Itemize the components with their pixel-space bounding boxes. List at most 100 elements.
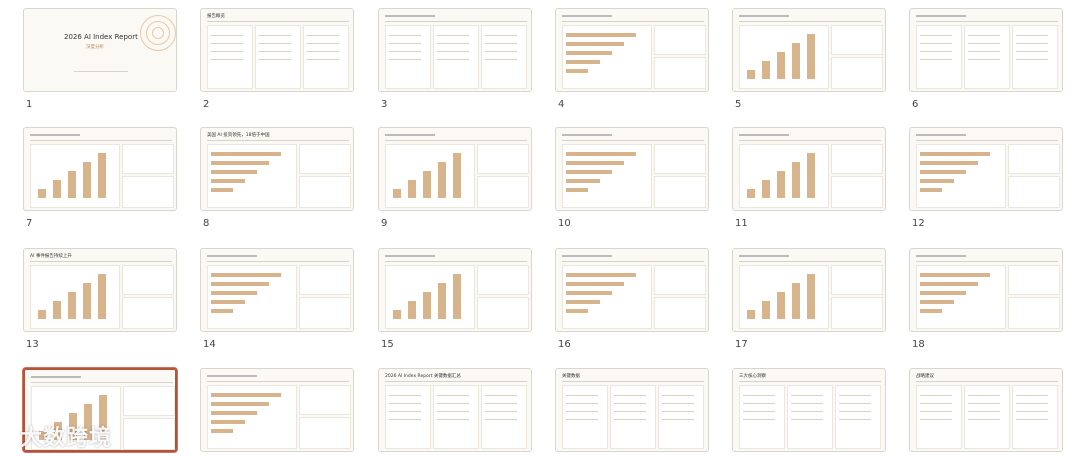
- text-line: [566, 419, 598, 420]
- deco-bar: [747, 70, 755, 79]
- slide-thumbnail[interactable]: [200, 368, 354, 452]
- text-line: [485, 51, 517, 52]
- stat-panel: [477, 297, 529, 329]
- slide-thumbnail[interactable]: [555, 248, 709, 332]
- text-line: [968, 395, 1000, 396]
- rule: [562, 381, 704, 382]
- deco-bar: [920, 161, 978, 165]
- deco-bar: [393, 310, 401, 319]
- slide-number: 3: [381, 99, 388, 110]
- slide-thumbnail[interactable]: [909, 248, 1063, 332]
- text-line: [920, 411, 952, 412]
- title-placeholder: [739, 15, 789, 17]
- rule: [916, 381, 1058, 382]
- text-line: [743, 419, 775, 420]
- text-line: [389, 43, 421, 44]
- slide-thumbnail[interactable]: [732, 8, 886, 92]
- slide-number: 7: [26, 218, 33, 229]
- slide-title: 三大核心洞察: [739, 374, 766, 379]
- deco-bar: [393, 189, 401, 198]
- slide-thumbnail[interactable]: 2026 AI Index Report 深度分析: [23, 8, 177, 92]
- slide-thumbnail[interactable]: [732, 248, 886, 332]
- deco-bar: [777, 292, 785, 319]
- text-line: [259, 59, 291, 60]
- title-placeholder: [916, 255, 966, 257]
- text-line: [437, 51, 469, 52]
- stat-panel: [299, 176, 351, 208]
- text-line: [211, 43, 243, 44]
- slide-thumbnail[interactable]: [200, 248, 354, 332]
- slide-thumbnail[interactable]: 报告概览: [200, 8, 354, 92]
- deco-bar: [84, 404, 92, 440]
- stat-panel: [654, 265, 706, 295]
- rule: [739, 261, 881, 262]
- stat-panel: [299, 417, 351, 449]
- slide-title: 报告概览: [207, 14, 225, 19]
- text-line: [566, 411, 598, 412]
- text-line: [485, 419, 517, 420]
- slide-thumbnail[interactable]: 2026 AI Index Report 关键数据汇总: [378, 368, 532, 452]
- stat-panel: [122, 144, 174, 174]
- deco-bar: [777, 52, 785, 79]
- slide-thumbnail[interactable]: [555, 8, 709, 92]
- deco-bar: [792, 162, 800, 198]
- text-line: [211, 35, 243, 36]
- deco-bar: [54, 422, 62, 440]
- slide-thumbnail[interactable]: [909, 8, 1063, 92]
- deco-bar: [211, 420, 245, 424]
- rule: [739, 140, 881, 141]
- text-line: [389, 411, 421, 412]
- text-line: [1016, 411, 1048, 412]
- slide-thumbnail[interactable]: 三大核心洞察: [732, 368, 886, 452]
- slide-thumbnail[interactable]: [732, 127, 886, 211]
- title-placeholder: [207, 255, 257, 257]
- slide-thumbnail[interactable]: 战略建议: [909, 368, 1063, 452]
- text-line: [743, 403, 775, 404]
- text-line: [485, 395, 517, 396]
- slide-thumbnail[interactable]: [23, 127, 177, 211]
- text-line: [437, 411, 469, 412]
- deco-bar: [762, 61, 770, 79]
- deco-bar: [566, 188, 588, 192]
- deco-bar: [920, 179, 954, 183]
- slide-thumbnail[interactable]: [378, 8, 532, 92]
- text-line: [662, 411, 694, 412]
- deco-bar: [777, 171, 785, 198]
- slide-title: 战略建议: [916, 374, 934, 379]
- rule: [30, 261, 172, 262]
- deco-bar: [211, 161, 269, 165]
- text-line: [920, 403, 952, 404]
- slide-thumbnail[interactable]: AI 事件报告持续上升: [23, 248, 177, 332]
- deco-bar: [211, 282, 269, 286]
- text-line: [614, 419, 646, 420]
- text-line: [1016, 59, 1048, 60]
- deco-bar: [566, 273, 636, 277]
- text-line: [968, 411, 1000, 412]
- slide-number: 8: [203, 218, 210, 229]
- slide-thumbnail[interactable]: [555, 127, 709, 211]
- deco-bar: [408, 301, 416, 319]
- rule: [739, 381, 881, 382]
- slide-thumbnail[interactable]: 关键数据: [555, 368, 709, 452]
- slide-thumbnail[interactable]: 美国 AI 投资领先，18倍于中国: [200, 127, 354, 211]
- slide-thumbnail[interactable]: [909, 127, 1063, 211]
- slide-thumbnail[interactable]: [23, 368, 177, 452]
- title-placeholder: [562, 255, 612, 257]
- deco-bar: [53, 301, 61, 319]
- text-line: [437, 395, 469, 396]
- text-line: [389, 419, 421, 420]
- text-line: [485, 43, 517, 44]
- text-line: [389, 59, 421, 60]
- deco-bar: [920, 291, 966, 295]
- slide-thumbnail[interactable]: [378, 127, 532, 211]
- slide-thumbnail[interactable]: [378, 248, 532, 332]
- stat-panel: [831, 176, 883, 208]
- text-line: [791, 411, 823, 412]
- text-line: [968, 35, 1000, 36]
- stat-panel: [299, 265, 351, 295]
- text-line: [437, 59, 469, 60]
- deco-bar: [98, 274, 106, 319]
- text-line: [307, 59, 339, 60]
- slide-number: 18: [912, 339, 925, 350]
